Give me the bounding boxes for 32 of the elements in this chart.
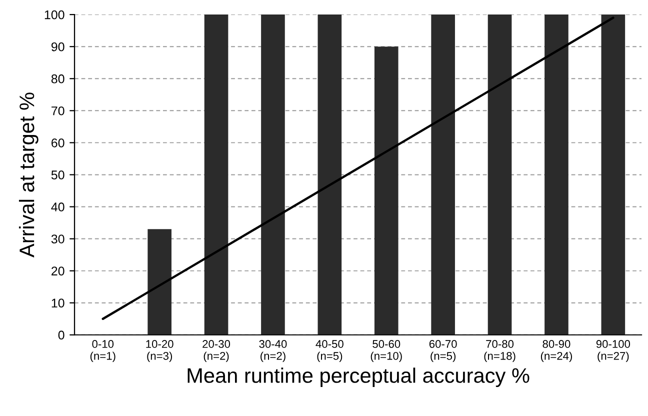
x-tick-label: 40-50 (n=5): [316, 340, 344, 362]
y-tick-label: 30: [51, 234, 64, 244]
x-tick-label: 90-100 (n=27): [596, 340, 630, 362]
y-tick-label: 50: [51, 170, 64, 180]
y-tick-label: 90: [51, 42, 64, 52]
x-tick-label: 70-80 (n=18): [484, 340, 516, 362]
y-tick-label: 20: [52, 266, 64, 276]
x-tick-label: 10-20 (n=3): [146, 340, 174, 362]
y-axis-title: Arrival at target %: [18, 92, 38, 258]
x-tick-label: 30-40 (n=2): [259, 340, 287, 362]
bar: [431, 14, 455, 335]
bar: [601, 14, 626, 335]
bar: [544, 14, 568, 335]
bar: [488, 14, 512, 335]
x-tick-label: 60-70 (n=5): [429, 340, 457, 362]
x-tick-label: 80-90 (n=24): [540, 340, 572, 362]
bar: [318, 14, 342, 335]
bar: [148, 229, 172, 335]
x-tick-label: 50-60 (n=10): [370, 340, 402, 362]
bar: [374, 46, 398, 335]
y-tick-label: 40: [51, 202, 64, 212]
x-tick-label: 20-30 (n=2): [202, 340, 230, 362]
x-tick-label: 0-10 (n=1): [90, 340, 116, 362]
y-tick-label: 100: [44, 10, 64, 20]
y-tick-label: 80: [51, 74, 64, 84]
x-axis-title: Mean runtime perceptual accuracy %: [188, 368, 530, 388]
bar: [261, 14, 285, 335]
y-tick-label: 60: [52, 138, 64, 148]
y-tick-label: 10: [52, 298, 64, 308]
y-tick-label: 0: [58, 330, 64, 340]
bar: [204, 14, 228, 335]
y-tick-label: 70: [52, 106, 64, 116]
